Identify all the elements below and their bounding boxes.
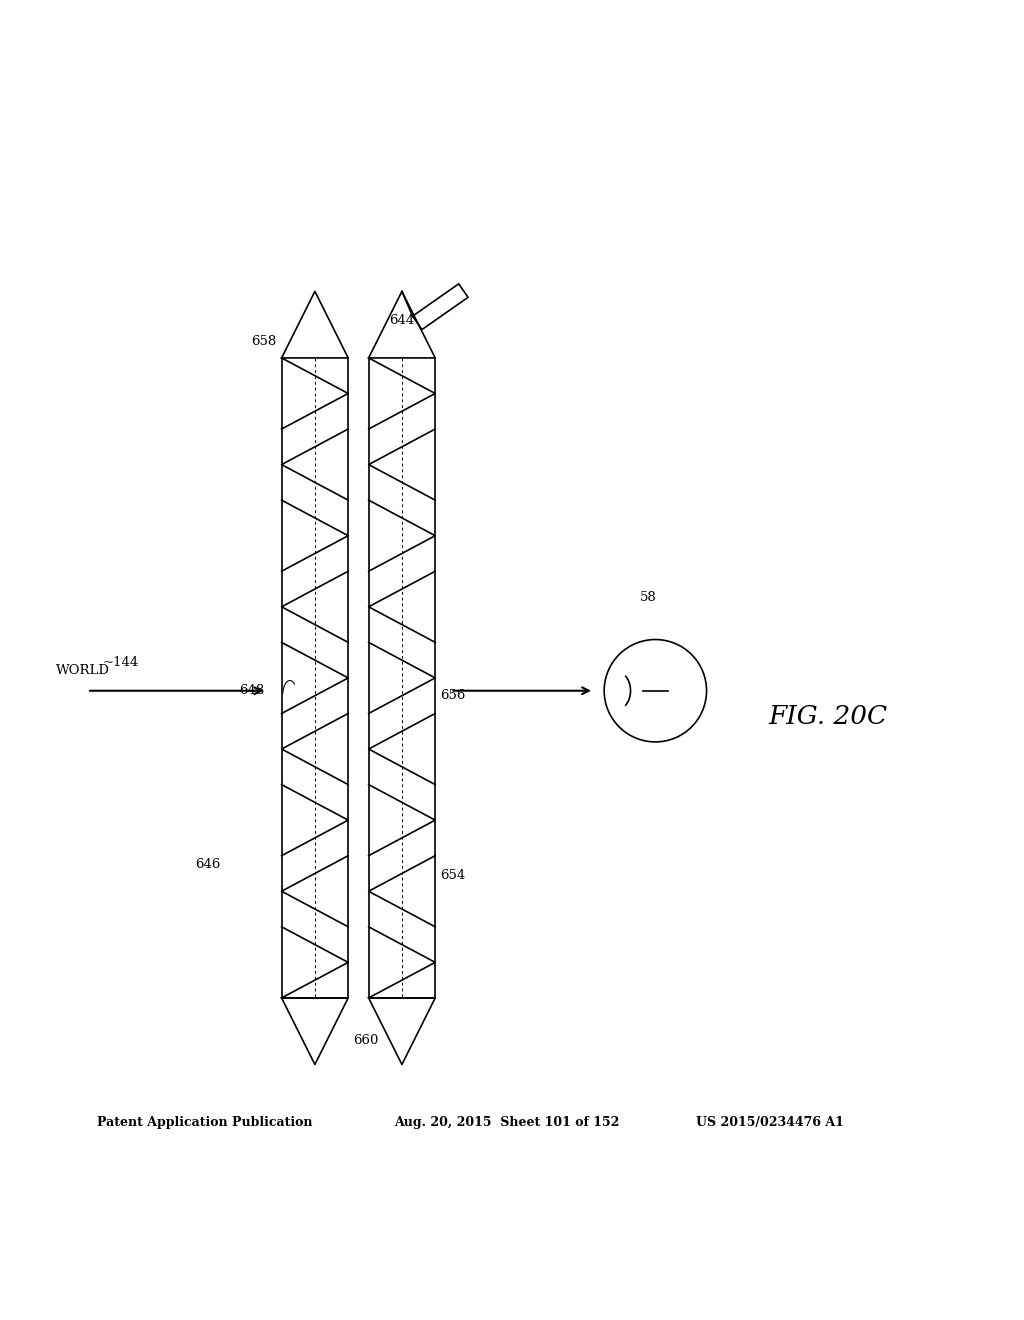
Text: 658: 658: [251, 335, 276, 347]
Text: 58: 58: [640, 590, 656, 603]
Text: US 2015/0234476 A1: US 2015/0234476 A1: [696, 1117, 844, 1130]
Text: FIG. 20C: FIG. 20C: [768, 704, 887, 729]
Text: 656: 656: [440, 689, 466, 702]
Text: ~144: ~144: [102, 656, 138, 668]
Text: Aug. 20, 2015  Sheet 101 of 152: Aug. 20, 2015 Sheet 101 of 152: [394, 1117, 620, 1130]
Text: Patent Application Publication: Patent Application Publication: [97, 1117, 312, 1130]
Text: 660: 660: [353, 1034, 379, 1047]
Text: 644: 644: [389, 314, 415, 327]
Text: 646: 646: [195, 858, 220, 871]
Text: 654: 654: [440, 869, 466, 882]
Text: WORLD: WORLD: [56, 664, 111, 677]
Text: 648: 648: [239, 684, 264, 697]
